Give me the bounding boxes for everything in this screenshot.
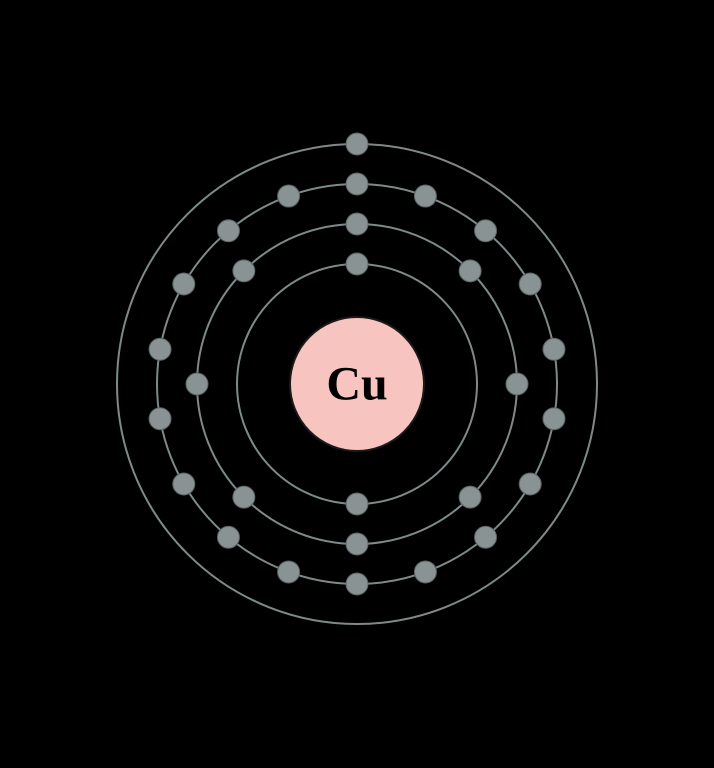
- electron: [543, 338, 565, 360]
- element-symbol: Cu: [326, 358, 387, 411]
- electron: [506, 373, 528, 395]
- electron: [173, 473, 195, 495]
- electron: [475, 526, 497, 548]
- electron: [278, 185, 300, 207]
- electron: [459, 260, 481, 282]
- electron: [346, 573, 368, 595]
- electron: [149, 338, 171, 360]
- electron: [519, 273, 541, 295]
- electron: [475, 220, 497, 242]
- electron: [346, 213, 368, 235]
- electron: [233, 486, 255, 508]
- electron: [346, 533, 368, 555]
- electron: [519, 473, 541, 495]
- electron: [186, 373, 208, 395]
- electron: [346, 253, 368, 275]
- electron: [414, 561, 436, 583]
- electron: [217, 220, 239, 242]
- electron: [173, 273, 195, 295]
- electron: [346, 173, 368, 195]
- electron: [346, 133, 368, 155]
- electron: [149, 408, 171, 430]
- electron: [414, 185, 436, 207]
- electron: [233, 260, 255, 282]
- electron: [278, 561, 300, 583]
- atom-diagram: Cu: [0, 0, 714, 768]
- electron: [217, 526, 239, 548]
- electron: [346, 493, 368, 515]
- electron: [459, 486, 481, 508]
- electron: [543, 408, 565, 430]
